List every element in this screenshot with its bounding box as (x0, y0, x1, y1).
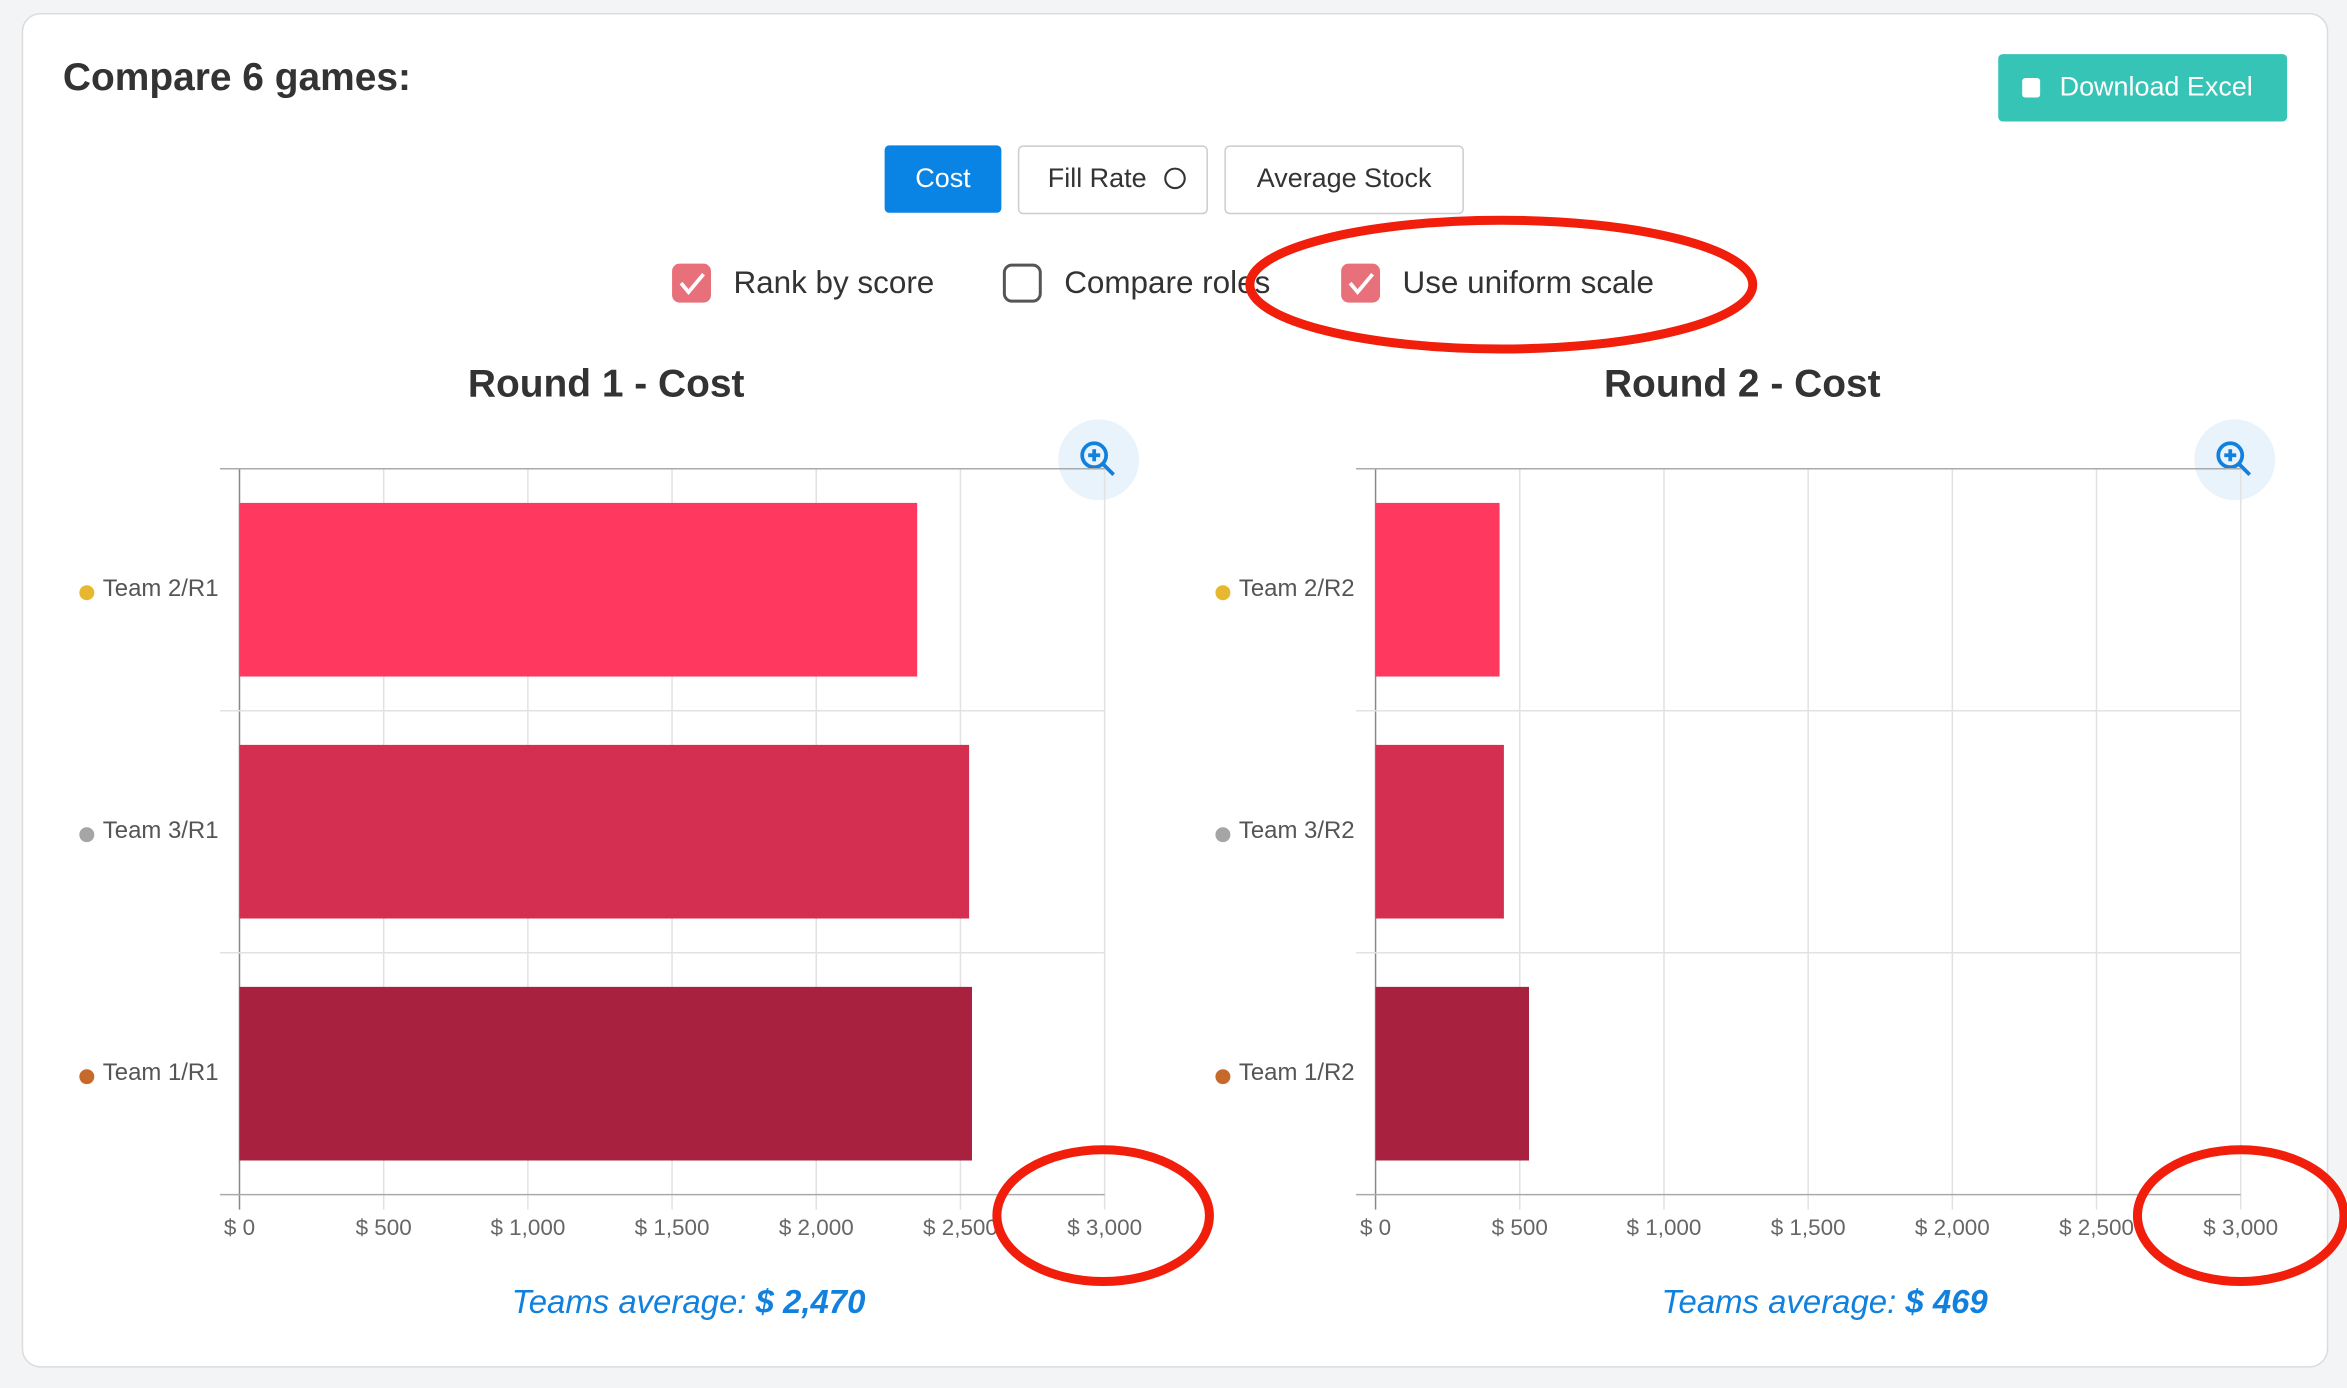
x-tick-label: $ 2,000 (779, 1215, 854, 1240)
medal-icon (79, 827, 95, 843)
x-tick-label: $ 0 (1360, 1215, 1391, 1240)
download-bg[interactable] (1998, 54, 2288, 122)
check-mark (1348, 272, 1375, 296)
average-label: Teams average: (512, 1283, 747, 1320)
x-tick-label: $ 1,500 (635, 1215, 710, 1240)
options: Rank by score Compare roles Use uniform sc… (672, 263, 1654, 303)
y-tick-label: Team 1/R2 (1239, 1059, 1355, 1086)
tab-label[interactable]: Fill Rate (1048, 163, 1147, 193)
zoom-icon (2224, 449, 2252, 477)
page-title: Compare 6 games: (63, 56, 411, 99)
y-tick-label: Team 3/R2 (1239, 817, 1355, 844)
checkbox-checked[interactable] (672, 263, 711, 303)
help-icon[interactable] (1164, 167, 1186, 190)
tabs: Cost Fill Rate Average Stock (884, 145, 1464, 215)
download-label[interactable]: Download Excel (2060, 72, 2253, 102)
x-tick-label: $ 3,000 (1067, 1215, 1142, 1240)
zoom-icon (1080, 441, 1109, 470)
bar (1375, 744, 1504, 919)
x-tick-label: $ 1,500 (1771, 1215, 1846, 1240)
chart-title: Round 1 - Cost (468, 363, 745, 406)
check-mark (679, 272, 705, 296)
tab-active[interactable] (884, 145, 1002, 213)
checkbox[interactable] (1002, 263, 1042, 303)
x-tick-label: $ 3,000 (2203, 1215, 2278, 1240)
checkbox-checked[interactable] (1341, 263, 1381, 303)
y-tick-label: Team 1/R1 (103, 1059, 219, 1086)
zoom-icon (1088, 449, 1115, 477)
x-tick-label: $ 1,000 (1627, 1215, 1702, 1240)
average: Teams average: $ 469 (1661, 1283, 1988, 1320)
bar (239, 986, 972, 1161)
bar (1375, 986, 1529, 1161)
chart: Round 2 - Cost $ 0 $ 500 $ 1,000 $ 1,500 $ 2,… (1215, 363, 2278, 1320)
chart-title: Round 2 - Cost (1604, 363, 1881, 406)
annotations (992, 215, 2347, 1286)
average-value: $ 469 (1904, 1283, 1988, 1320)
y-tick-label: Team 2/R2 (1239, 575, 1355, 602)
average-value: $ 2,470 (755, 1283, 866, 1320)
average: Teams average: $ 2,470 (512, 1283, 866, 1320)
annotation-circle (992, 1145, 1214, 1286)
zoom-icon (2216, 441, 2245, 470)
medal-icon (1215, 827, 1231, 843)
medal-icon (79, 1069, 95, 1085)
y-tick-label: Team 2/R1 (103, 575, 219, 602)
chart: Round 1 - Cost $ 0 $ 500 $ 1,000 $ 1,500 $ 2,… (79, 363, 1142, 1320)
option-label[interactable]: Use uniform scale (1403, 265, 1654, 300)
zoom-button[interactable] (2194, 419, 2276, 501)
tab[interactable] (1017, 145, 1208, 215)
medal-icon (1215, 1069, 1231, 1085)
x-tick-label: $ 2,000 (1915, 1215, 1990, 1240)
annotation-circle (2132, 1145, 2347, 1286)
x-tick-label: $ 2,500 (923, 1215, 998, 1240)
bar (1375, 502, 1500, 677)
x-tick-label: $ 500 (356, 1215, 412, 1240)
option-label[interactable]: Rank by score (733, 265, 934, 300)
medal-icon (79, 585, 95, 601)
tab-label[interactable]: Cost (915, 163, 971, 193)
option-label[interactable]: Compare roles (1064, 265, 1270, 300)
x-tick-label: $ 0 (224, 1215, 255, 1240)
download-button[interactable]: Download Excel (1998, 54, 2288, 122)
zoom-button[interactable] (1058, 419, 1140, 501)
bar (239, 502, 918, 677)
average-label: Teams average: (1661, 1283, 1896, 1320)
medal-icon (1215, 585, 1231, 601)
bar (239, 744, 970, 919)
y-tick-label: Team 3/R1 (103, 817, 219, 844)
excel-icon (2022, 78, 2041, 98)
x-tick-label: $ 500 (1492, 1215, 1548, 1240)
annotation-circle (1245, 215, 1758, 354)
tab-label[interactable]: Average Stock (1257, 163, 1432, 193)
x-tick-label: $ 1,000 (490, 1215, 565, 1240)
x-tick-label: $ 2,500 (2059, 1215, 2134, 1240)
tab[interactable] (1224, 145, 1464, 215)
